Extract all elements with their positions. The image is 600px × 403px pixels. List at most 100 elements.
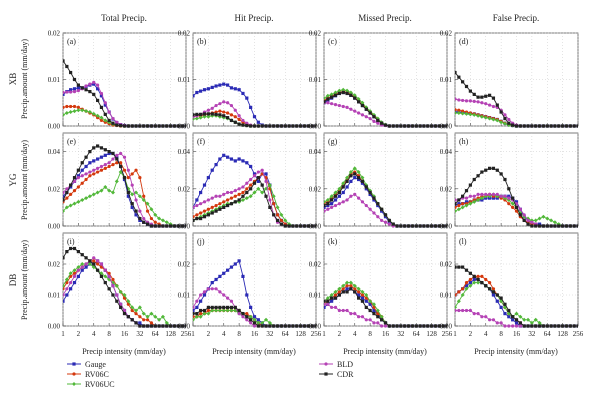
- data-point: [341, 283, 346, 288]
- data-point: [353, 176, 357, 180]
- data-point: [249, 187, 253, 191]
- data-point: [241, 194, 245, 198]
- data-point: [222, 82, 226, 86]
- data-point: [430, 324, 434, 328]
- data-point: [72, 268, 77, 273]
- data-point: [195, 203, 199, 208]
- data-point: [360, 181, 365, 185]
- plot-area: [193, 82, 316, 128]
- data-point: [63, 59, 65, 63]
- data-point: [353, 287, 357, 291]
- x-tick-label: 128: [426, 330, 437, 338]
- data-point: [65, 293, 69, 297]
- data-point: [279, 324, 284, 328]
- y-tick-label: 0.01: [440, 292, 453, 300]
- data-point: [488, 93, 492, 97]
- data-point: [387, 218, 391, 223]
- data-point: [399, 324, 403, 328]
- data-point: [226, 155, 230, 159]
- data-point: [130, 202, 134, 206]
- data-point: [272, 324, 276, 328]
- data-point: [172, 224, 177, 228]
- data-point: [72, 109, 77, 114]
- data-point: [193, 205, 195, 209]
- data-point: [138, 218, 142, 223]
- data-point: [422, 224, 426, 228]
- data-point: [126, 315, 130, 319]
- data-point: [484, 192, 488, 196]
- data-point: [111, 293, 115, 297]
- data-point: [126, 194, 130, 198]
- data-point: [333, 198, 338, 202]
- data-point: [241, 123, 245, 127]
- data-point: [199, 190, 203, 195]
- legend-swatch-marker: [324, 372, 328, 376]
- data-point: [287, 124, 291, 128]
- data-point: [260, 320, 265, 325]
- x-axis-titles: Precip intensity (mm/day) Precip intensi…: [82, 347, 558, 356]
- data-point: [99, 155, 104, 159]
- data-point: [141, 311, 146, 316]
- data-point: [72, 271, 77, 275]
- data-point: [464, 111, 469, 116]
- data-point: [306, 124, 310, 128]
- data-point: [480, 170, 484, 174]
- column-title-false: False Precip.: [493, 13, 540, 23]
- data-point: [199, 89, 203, 93]
- data-point: [214, 277, 218, 282]
- data-point: [134, 168, 138, 172]
- data-point: [488, 166, 492, 170]
- data-point: [256, 318, 260, 322]
- data-point: [96, 170, 100, 174]
- data-point: [360, 289, 365, 294]
- data-point: [195, 90, 199, 95]
- y-tick-label: 0.02: [309, 30, 322, 38]
- data-point: [241, 312, 245, 316]
- data-point: [245, 315, 249, 319]
- data-point: [522, 218, 526, 223]
- data-point: [69, 192, 73, 196]
- data-point: [503, 177, 507, 182]
- data-point: [329, 194, 334, 199]
- data-point: [237, 114, 241, 118]
- data-point: [80, 108, 85, 113]
- data-point: [441, 124, 445, 128]
- data-point: [360, 200, 365, 204]
- data-point: [299, 324, 303, 328]
- data-point: [195, 112, 199, 116]
- data-point: [502, 121, 507, 126]
- data-point: [341, 87, 346, 92]
- data-point: [206, 114, 211, 119]
- data-point: [202, 200, 207, 204]
- data-point: [507, 308, 511, 313]
- data-point: [549, 324, 553, 328]
- data-point: [468, 283, 473, 288]
- data-point: [461, 265, 465, 269]
- data-point: [65, 196, 69, 200]
- data-point: [229, 202, 234, 206]
- data-point: [118, 170, 123, 175]
- data-point: [537, 324, 542, 328]
- data-point: [457, 202, 461, 206]
- x-tick-label: 8: [237, 330, 241, 338]
- data-point: [145, 318, 150, 322]
- data-point: [333, 203, 338, 208]
- data-point: [314, 324, 316, 328]
- data-point: [222, 271, 226, 275]
- data-point: [249, 177, 253, 182]
- data-point: [353, 96, 357, 100]
- data-point: [130, 318, 134, 322]
- data-point: [72, 189, 77, 193]
- data-point: [345, 287, 349, 291]
- data-point: [455, 205, 457, 209]
- data-point: [522, 213, 526, 217]
- data-point: [199, 216, 203, 221]
- x-tick-label: 1: [453, 330, 457, 338]
- data-point: [461, 80, 465, 84]
- data-point: [368, 308, 372, 313]
- data-point: [233, 159, 237, 163]
- data-point: [72, 87, 77, 91]
- data-point: [245, 293, 249, 297]
- data-point: [237, 88, 241, 92]
- data-point: [364, 107, 368, 111]
